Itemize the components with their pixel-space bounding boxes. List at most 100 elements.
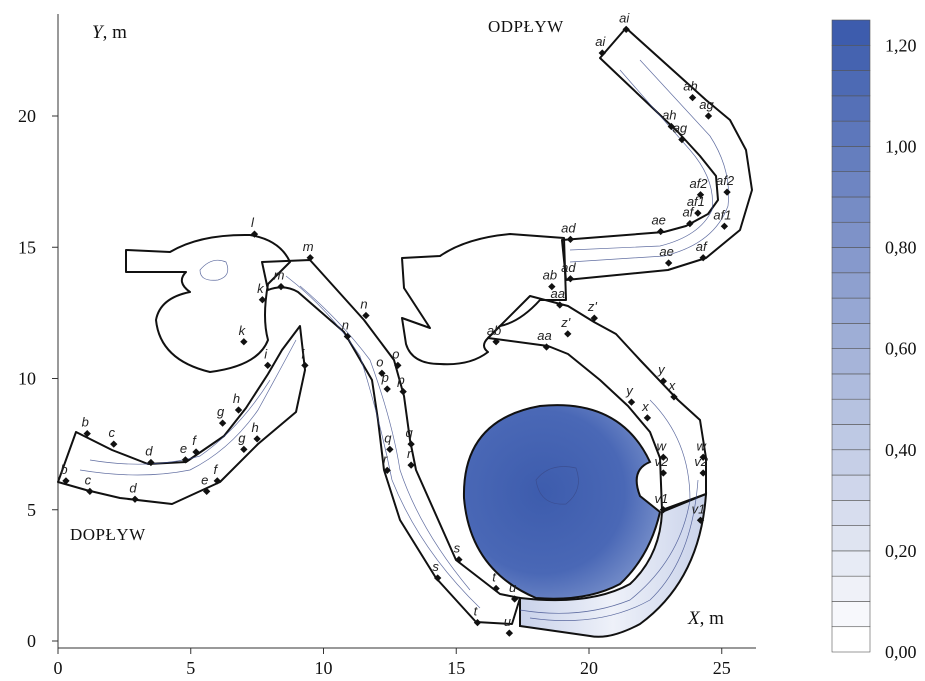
section-point-label: k [239,323,247,338]
section-point-label: ad [561,260,576,275]
section-point-marker [473,618,482,627]
return-channel [487,295,707,511]
inflow-label: DOPŁYW [70,525,146,544]
section-point-label: aa [537,328,551,343]
section-point-label: y [657,362,666,377]
section-point-label: w [696,438,707,453]
contour-line [535,466,579,505]
section-point-marker [83,429,91,438]
section-point-marker [301,361,309,370]
section-point-marker [659,377,668,385]
colorbar-swatch [831,449,871,476]
section-point-marker [86,487,94,496]
section-point-label: b [82,415,89,430]
y-ticks: 0 5 10 15 20 [18,106,58,651]
section-point-marker [686,219,694,228]
section-point-marker [643,414,652,422]
section-point-label: ad [561,220,576,235]
section-point-marker [306,254,314,262]
section-point-label: g [217,404,225,419]
section-point-label: d [145,444,153,459]
section-point-marker [657,227,665,236]
y-axis-label: Y, m [92,22,127,43]
inflow-channel [57,325,306,505]
colorbar-swatch [831,626,871,653]
section-point-label: q [405,425,413,440]
section-point-marker [407,461,415,469]
section-point-marker [556,301,564,309]
y-tick-label: 0 [27,631,36,651]
contour-line [569,59,729,263]
section-point-label: af2 [689,176,708,191]
contour-line [89,379,271,465]
colorbar-swatch [831,575,871,602]
section-point-marker [566,275,575,283]
section-point-label: x [641,399,649,414]
contour-line [199,259,229,281]
section-point-marker [510,595,519,603]
section-point-label: n [360,297,367,312]
inflow-basin [125,233,291,373]
section-point-marker [659,469,668,477]
section-point-label: r [383,451,388,466]
svg-text:X, m: X, m [687,608,724,629]
x-tick-label: 15 [447,658,465,678]
section-point-label: v1 [654,491,668,506]
contour-line [79,339,297,476]
section-point-marker [720,222,729,230]
section-point-label: t [474,604,479,619]
section-point-label: p [381,370,389,385]
colorbar-swatch [831,398,871,425]
section-point-label: c [85,472,92,487]
section-point-label: ah [683,79,697,94]
section-point-label: ab [543,268,557,283]
section-point-marker [147,458,155,467]
contour-line [299,285,471,591]
section-point-marker [598,49,606,57]
section-point-label: b [60,462,67,477]
section-point-label: u [509,580,516,595]
section-point-label: n [342,318,349,333]
x-tick-label: 10 [315,658,333,678]
section-point-label: u [504,614,511,629]
colorbar-swatch [831,146,871,172]
colorbar-swatch [831,525,871,552]
section-point-label: aa [551,286,565,301]
section-point-marker [678,135,686,144]
colorbar-tick-label: 0,00 [885,642,917,662]
colorbar-swatch [831,601,871,628]
section-point-label: ah [662,108,676,123]
section-point-label: x [668,378,676,393]
colorbar-tick-label: 0,20 [885,541,917,561]
x-tick-label: 0 [54,658,63,678]
outflow-channel [561,27,753,281]
section-point-marker [362,311,370,320]
section-point-label: s [454,541,461,556]
plot-axes: 0 5 10 15 20 25 0 5 10 15 20 [18,14,756,678]
colorbar-swatch [831,474,871,501]
section-point-label: z' [587,299,598,314]
colorbar-swatch [831,221,871,248]
section-point-marker [378,369,386,377]
circular-pool [462,404,662,600]
colorbar-tick-label: 1,00 [885,136,917,156]
section-point-marker [694,209,702,217]
section-point-marker [399,387,407,396]
section-point-marker [277,282,285,291]
section-point-marker [213,477,221,485]
colorbar-swatch [831,323,871,349]
section-point-marker [181,456,190,464]
contour-line [529,479,699,621]
section-point-marker [455,555,463,564]
section-point-marker [659,506,668,514]
colorbar-swatch [831,70,871,97]
colorbar-swatch [831,247,871,274]
section-point-marker [240,338,248,346]
section-point-marker [62,477,70,485]
section-point-marker [699,254,707,262]
colorbar: 0,00 0,20 0,40 0,60 0,80 1,00 1,20 [831,19,917,662]
section-point-label: i [264,346,268,361]
section-point-label: h [233,391,240,406]
